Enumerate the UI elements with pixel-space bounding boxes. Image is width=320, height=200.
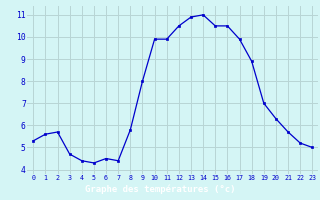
Text: Graphe des températures (°c): Graphe des températures (°c) bbox=[85, 184, 235, 194]
